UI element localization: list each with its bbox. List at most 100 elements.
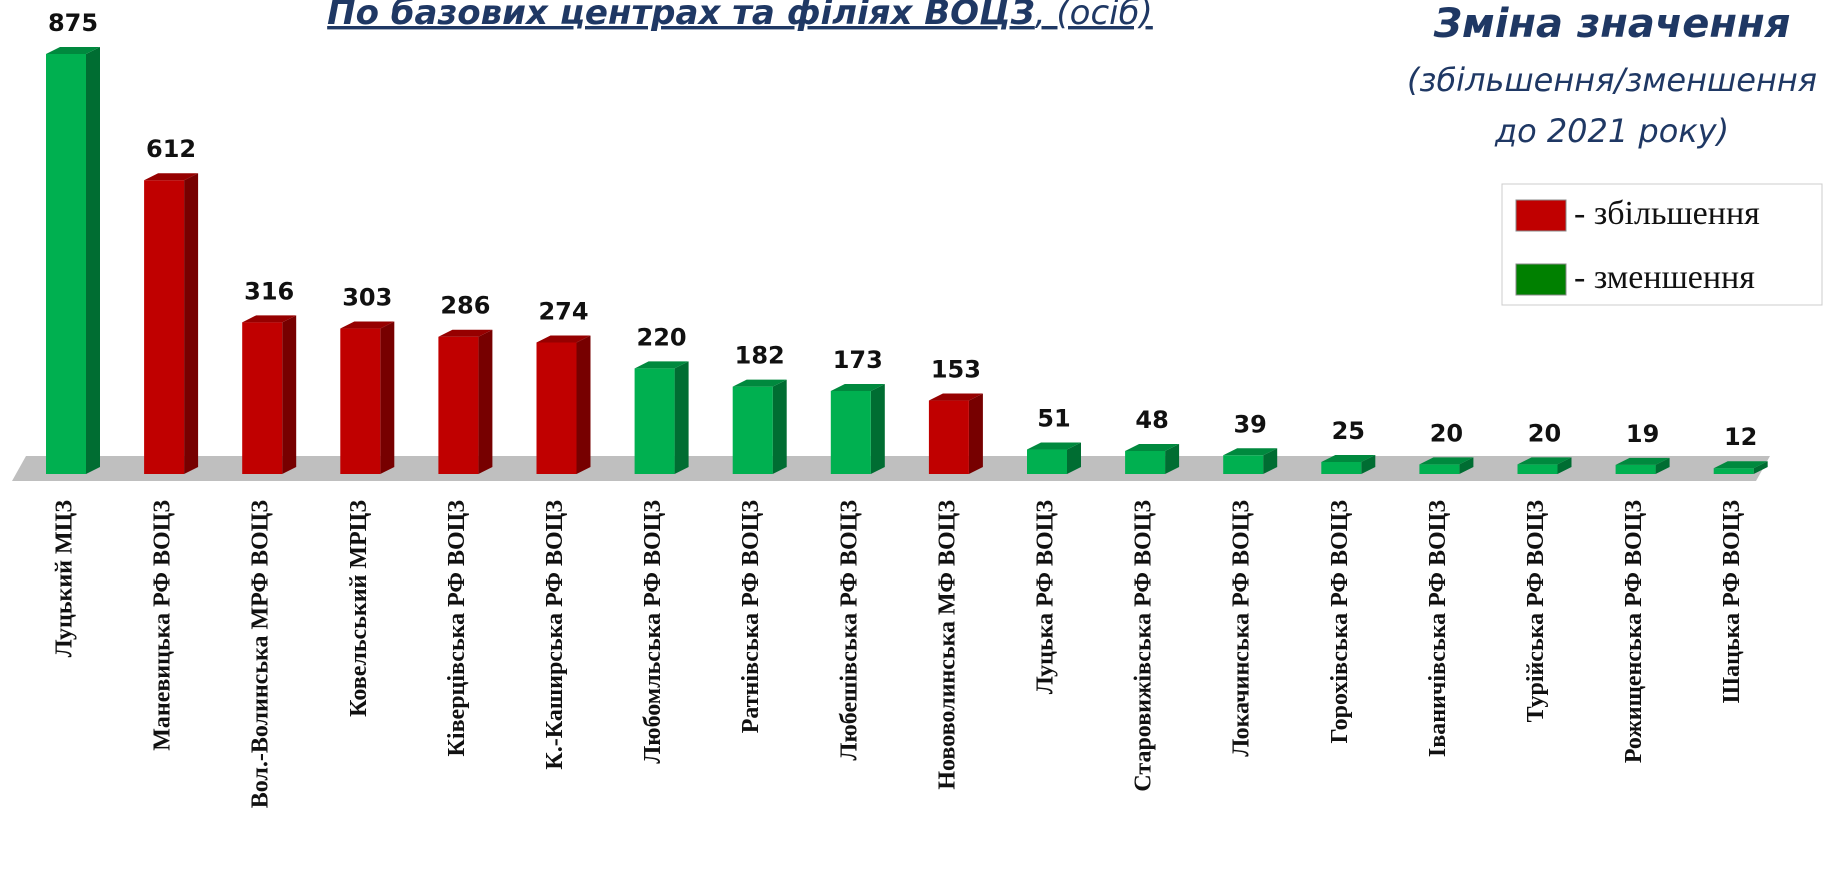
title-main: По базових центрах та філіях ВОЦЗ [327,0,1035,33]
x-tick-label: Іваничівська РФ ВОЦЗ [1425,500,1451,757]
bar-front [1615,464,1656,474]
bar-front [46,54,86,474]
bar-front [1321,462,1362,474]
value-label: 612 [146,135,196,163]
bar-side [282,315,297,474]
value-label: 316 [244,277,294,305]
x-tick-label: Шацька РФ ВОЦЗ [1719,500,1745,704]
value-label: 153 [931,356,981,384]
x-tick-label: Турійська РФ ВОЦЗ [1523,500,1549,723]
bar-front [1223,455,1264,474]
bar-side [1361,455,1376,474]
bar-top [732,379,787,387]
bar-side [1263,448,1278,474]
bar-top [830,383,885,391]
bar-top [928,393,983,401]
bar-front [536,342,577,474]
bar-top [438,329,493,337]
bar-side [184,173,199,475]
value-label: 286 [440,292,490,320]
bar-side [576,335,591,474]
bar-front [1713,468,1754,474]
bar-side [674,361,689,474]
bar-side [772,379,787,474]
bar [144,173,199,475]
bar-top [144,173,199,181]
bar [242,315,297,474]
bar-side [1753,461,1768,474]
value-label: 303 [342,284,392,312]
bar-top [1321,455,1376,462]
bar-top [1125,443,1180,451]
bar-side [1557,457,1572,474]
x-tick-label: Ковельський МРЦЗ [346,500,372,717]
bar [1517,457,1572,474]
x-tick-label: Луцька РФ ВОЦЗ [1033,500,1059,694]
bar-front [928,400,969,474]
bar-top [536,335,591,343]
bar [1223,448,1278,474]
value-label: 182 [735,342,785,370]
x-tick-label: Локачинська РФ ВОЦЗ [1229,500,1255,757]
bar [1027,442,1081,474]
x-tick-label: Любешівська РФ ВОЦЗ [836,500,862,761]
x-tick-label: Любомльська РФ ВОЦЗ [640,500,666,764]
bar-side [968,393,983,474]
value-label: 875 [48,9,98,37]
value-label: 48 [1135,406,1168,434]
bar-top [1223,448,1278,456]
bar [1321,455,1376,474]
x-tick-label: Вол.-Волинська МРФ ВОЦЗ [248,500,274,809]
bar [634,361,689,474]
bar-top [1027,442,1081,450]
bar-top [340,321,395,329]
x-tick-label: Старовижівська РФ ВОЦЗ [1131,500,1157,792]
side-subtitle: (збільшення/зменшення [1407,61,1817,99]
x-tick-label: Луцький МЦЗ [52,500,78,658]
value-label: 25 [1332,417,1365,445]
legend-swatch [1515,263,1567,296]
bar-top [1517,457,1572,465]
bar [46,47,100,474]
bar [1125,443,1180,474]
bar-top [1713,461,1768,469]
x-tick-label: Ківерцівська РФ ВОЦЗ [444,500,470,757]
bar-side [1067,442,1081,474]
value-label: 20 [1430,419,1463,447]
bar [340,321,395,474]
bar-side [478,329,493,474]
chart-title: По базових центрах та філіях ВОЦЗ, (осіб… [327,0,1153,33]
bar-front [1517,464,1558,474]
x-tick-label: Горохівська РФ ВОЦЗ [1327,500,1353,744]
bar [1713,461,1768,474]
bar-front [1027,449,1067,474]
bar-top [1419,457,1474,465]
bar-top [634,361,689,369]
bar-top [46,47,100,54]
x-tick-label: Маневицька РФ ВОЦЗ [150,500,176,751]
bar-front [1125,450,1166,474]
value-label: 12 [1724,423,1757,451]
x-tick-label: Ратнівська РФ ВОЦЗ [738,500,764,734]
x-tick-label: К.-Каширська РФ ВОЦЗ [542,500,568,770]
legend-label: - зменшення [1574,259,1755,296]
x-tick-label: Рожищенська РФ ВОЦЗ [1621,500,1647,763]
bar-side [1165,443,1180,474]
legend-swatch [1515,199,1567,232]
value-label: 20 [1528,419,1561,447]
bar-front [438,336,479,474]
value-label: 39 [1233,410,1266,438]
bar-top [242,315,297,323]
value-label: 173 [833,346,883,374]
bar-side [870,383,885,474]
bar-side [1459,457,1474,474]
bar [732,379,787,474]
bar-front [340,328,381,474]
title-note: , (осіб) [1035,0,1153,33]
value-label: 274 [538,297,588,325]
bar-front [242,322,283,474]
bar-top [1615,457,1670,465]
bar [536,335,591,474]
